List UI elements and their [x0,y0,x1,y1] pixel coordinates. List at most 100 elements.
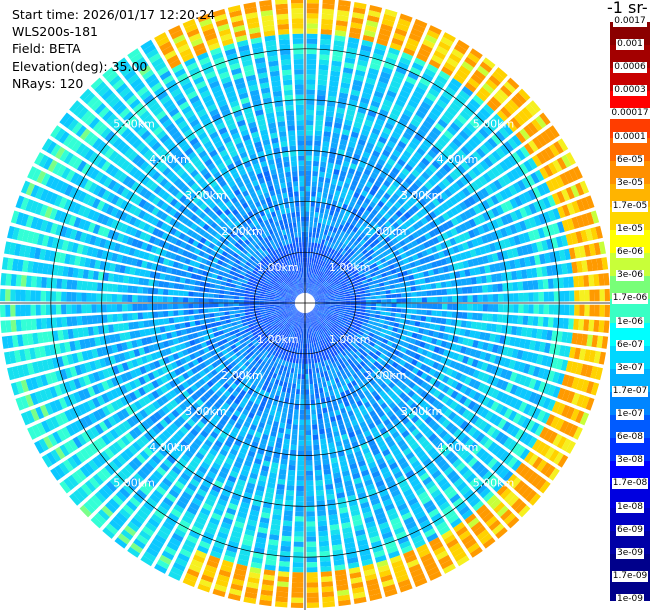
gate-cell [332,425,339,433]
gate-cell [281,530,292,537]
gate-cell [472,500,485,512]
gate-cell [406,356,414,364]
gate-cell [368,284,375,289]
gate-cell [397,352,405,359]
gate-cell [426,290,432,296]
gate-cell [329,266,334,272]
gate-cell [443,534,456,545]
gate-cell [346,228,352,235]
gate-cell [451,182,461,192]
gate-cell [272,383,278,390]
gate-cell [585,381,595,394]
gate-cell [496,345,504,355]
gate-cell [316,94,326,101]
gate-cell [397,439,406,448]
gate-cell [348,141,356,148]
gate-cell [343,182,350,189]
gate-cell [588,243,596,256]
gate-cell [449,360,457,369]
gate-cell [290,439,297,446]
gate-cell [328,90,338,97]
gate-cell [250,407,257,415]
gate-cell [470,276,477,285]
gate-cell [424,429,434,439]
gate-cell [397,272,404,278]
gate-cell [376,357,383,364]
gate-cell [491,207,500,218]
gate-cell [325,483,334,490]
gate-cell [284,339,289,345]
gate-cell [551,192,561,205]
gate-cell [428,230,436,238]
gate-cell [244,459,253,468]
gate-cell [437,458,447,469]
gate-cell [320,304,326,307]
gate-cell [269,354,275,361]
gate-cell [338,424,346,431]
gate-cell [398,426,407,435]
gate-cell [365,19,379,28]
gate-cell [293,409,299,415]
gate-cell [377,323,384,328]
gate-cell [359,134,368,142]
gate-cell [317,520,328,527]
gate-cell [408,455,418,465]
gate-cell [302,323,304,329]
gate-cell [339,170,347,178]
gate-cell [411,332,418,339]
gate-cell [378,521,390,530]
gate-cell [495,147,506,159]
gate-cell [321,146,329,153]
gate-cell [428,25,442,35]
gate-cell [314,388,319,394]
gate-cell [440,36,454,47]
gate-cell [576,394,585,408]
gate-cell [360,309,366,313]
gate-cell [356,64,367,72]
gate-cell [504,260,511,270]
gate-cell [297,465,305,471]
gate-cell [345,321,352,326]
gate-cell [515,445,526,458]
gate-cell [405,451,415,461]
gate-cell [306,69,316,75]
gate-cell [557,387,566,400]
gate-cell [472,339,479,349]
gate-cell [430,512,443,523]
gate-cell [362,279,368,284]
gate-cell [232,525,244,534]
gate-cell [425,480,436,490]
gate-cell [383,583,396,593]
gate-cell [184,573,198,583]
gate-cell [430,337,438,345]
gate-cell [283,402,289,409]
gate-cell [460,435,471,445]
gate-cell [368,249,375,255]
gate-cell [346,235,353,242]
gate-cell [328,442,335,449]
gate-cell [322,245,327,251]
gate-cell [191,497,203,507]
gate-cell [373,90,384,99]
gate-cell [583,274,590,287]
gate-cell [344,389,351,396]
gate-cell [305,338,307,344]
gate-cell [403,549,416,559]
gate-cell [252,402,259,410]
gate-cell [486,398,495,409]
gate-cell [400,265,407,272]
gate-cell [365,354,372,361]
ray [310,39,470,295]
gate-cell [581,333,588,346]
gate-cell [431,436,441,446]
gate-cell [314,299,320,301]
gate-cell [338,325,344,330]
gate-cell [291,597,304,603]
gate-cell [409,261,416,268]
gate-cell [354,148,363,156]
gate-cell [263,455,272,462]
gate-cell [308,262,312,268]
gate-cell [419,363,427,371]
gate-cell [283,381,288,388]
gate-cell [318,351,322,357]
